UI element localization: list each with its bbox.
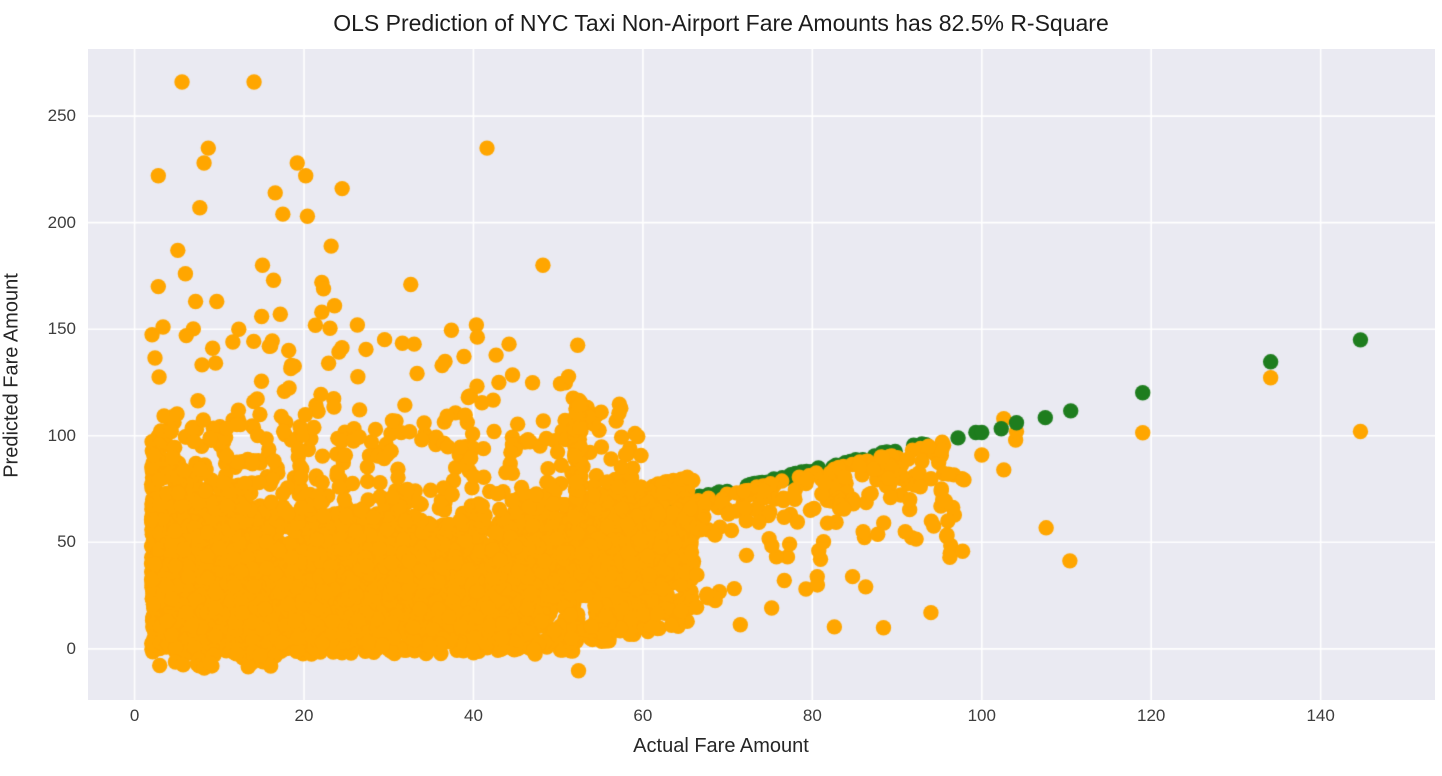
chart-title: OLS Prediction of NYC Taxi Non-Airport F… (333, 10, 1109, 36)
y-tick-label: 150 (47, 319, 76, 339)
plot-area (88, 49, 1435, 700)
x-tick-label: 80 (802, 706, 822, 725)
y-tick-label: 250 (47, 106, 76, 126)
x-tick-label: 20 (294, 706, 314, 725)
y-tick-label: 50 (57, 532, 76, 552)
y-tick-label: 100 (47, 425, 76, 445)
y-axis-label: Predicted Fare Amount (0, 273, 23, 478)
x-tick-label: 60 (633, 706, 653, 725)
x-tick-label: 0 (129, 706, 140, 725)
y-tick-label: 200 (47, 212, 76, 232)
x-axis-label: Actual Fare Amount (633, 735, 809, 757)
x-tick-label: 40 (463, 706, 483, 725)
y-tick-label: 0 (66, 638, 76, 658)
x-tick-label: 140 (1306, 706, 1335, 725)
x-tick-label: 120 (1137, 706, 1166, 725)
x-tick-label: 100 (967, 706, 996, 725)
